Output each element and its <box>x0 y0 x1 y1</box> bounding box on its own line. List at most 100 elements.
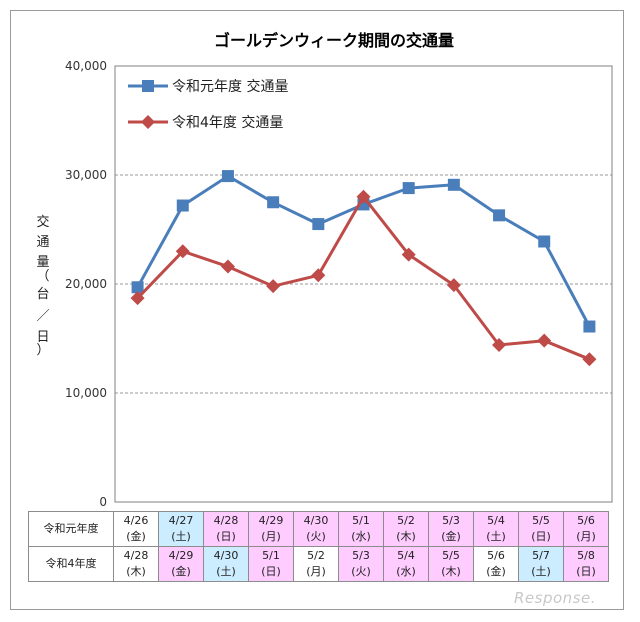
date-cell: 5/5 (木) <box>428 546 474 582</box>
date-text: 5/1 <box>352 514 370 527</box>
date-text: 5/6 <box>487 549 505 562</box>
weekday-text: (火) <box>351 565 371 578</box>
data-point <box>538 235 551 248</box>
series-line <box>136 195 590 361</box>
date-cell: 4/28 (木) <box>113 546 159 582</box>
weekday-text: (土) <box>531 565 551 578</box>
date-text: 5/1 <box>262 549 280 562</box>
date-text: 5/2 <box>307 549 325 562</box>
data-point <box>537 333 552 348</box>
series-layer <box>130 170 597 367</box>
date-cell: 4/29 (月) <box>248 511 294 547</box>
date-cell: 5/3 (火) <box>338 546 384 582</box>
date-text: 5/3 <box>442 514 460 527</box>
date-text: 4/27 <box>168 514 194 527</box>
weekday-text: (金) <box>126 530 146 543</box>
weekday-text: (土) <box>216 565 236 578</box>
y-axis-label-char: ） <box>36 343 49 358</box>
data-point <box>221 170 234 183</box>
weekday-text: (金) <box>171 565 191 578</box>
date-text: 5/5 <box>442 549 460 562</box>
weekday-text: (月) <box>306 565 326 578</box>
data-point <box>492 338 507 353</box>
y-axis-label-char: 日 <box>36 330 49 345</box>
plot-area <box>114 65 613 503</box>
weekday-text: (土) <box>171 530 191 543</box>
data-point <box>493 209 506 222</box>
date-text: 5/6 <box>577 514 595 527</box>
weekday-text: (日) <box>531 530 551 543</box>
legend-box <box>119 67 347 143</box>
date-cell: 5/4 (土) <box>473 511 519 547</box>
gridlines <box>115 174 612 394</box>
data-point <box>266 279 281 294</box>
date-cell: 5/8 (日) <box>563 546 609 582</box>
y-axis-label-char: ／ <box>36 309 49 324</box>
date-text: 4/28 <box>123 549 149 562</box>
data-point <box>176 199 189 212</box>
data-point <box>311 268 326 283</box>
watermark-logo: Response. <box>514 589 596 607</box>
date-text: 4/30 <box>303 514 329 527</box>
y-tick-label: 30,000 <box>65 168 107 182</box>
data-point <box>175 244 190 259</box>
weekday-text: (月) <box>261 530 281 543</box>
data-point <box>401 247 416 262</box>
weekday-text: (日) <box>576 565 596 578</box>
data-point <box>583 320 596 333</box>
date-cell: 4/29 (金) <box>158 546 204 582</box>
y-tick-label: 10,000 <box>65 386 107 400</box>
date-table: 令和元年度 4/26 (金) 4/27 (土) 4/28 (日) 4/29 (月) 4/30 (火)… <box>28 511 609 582</box>
date-text: 5/3 <box>352 549 370 562</box>
legend-marker <box>142 80 154 92</box>
weekday-text: (木) <box>396 530 416 543</box>
weekday-text: (金) <box>441 530 461 543</box>
y-axis-label-char: 量 <box>36 255 49 270</box>
y-axis-label-char: 交 <box>36 214 49 230</box>
date-cell: 5/5 (日) <box>518 511 564 547</box>
y-tick-label: 0 <box>99 495 107 509</box>
data-point <box>220 259 235 274</box>
y-axis-label-char: 通 <box>36 235 49 250</box>
date-cell: 5/6 (金) <box>473 546 519 582</box>
date-text: 5/4 <box>397 549 415 562</box>
data-point <box>267 196 280 209</box>
date-cell: 5/1 (日) <box>248 546 294 582</box>
data-point <box>312 218 325 231</box>
data-point <box>131 281 144 294</box>
legend-label: 令和元年度 交通量 <box>172 78 288 95</box>
date-cell: 5/2 (木) <box>383 511 429 547</box>
date-text: 4/29 <box>258 514 284 527</box>
date-cell: 5/4 (水) <box>383 546 429 582</box>
date-cell: 5/1 (水) <box>338 511 384 547</box>
chart-title: ゴールデンウィーク期間の交通量 <box>214 31 454 50</box>
row-label: 令和4年度 <box>28 546 114 582</box>
date-cell: 5/2 (月) <box>293 546 339 582</box>
date-text: 5/7 <box>532 549 550 562</box>
weekday-text: (日) <box>261 565 281 578</box>
date-cell: 4/27 (土) <box>158 511 204 547</box>
table-row: 令和4年度 4/28 (木) 4/29 (金) 4/30 (土) 5/1 (日) 5/2 (月) 5/… <box>28 546 609 582</box>
date-cell: 4/28 (日) <box>203 511 249 547</box>
weekday-text: (日) <box>216 530 236 543</box>
date-text: 5/2 <box>397 514 415 527</box>
date-text: 4/28 <box>213 514 239 527</box>
date-text: 5/5 <box>532 514 550 527</box>
date-cell: 5/6 (月) <box>563 511 609 547</box>
data-point <box>582 352 597 367</box>
weekday-text: (水) <box>351 530 371 543</box>
data-point <box>356 189 371 204</box>
weekday-text: (木) <box>126 565 146 578</box>
y-tick-label: 20,000 <box>65 277 107 291</box>
y-axis-label-char: 台 <box>36 287 49 302</box>
y-axis-ticks: 0 10,000 20,000 30,000 40,000 <box>65 59 107 509</box>
data-point <box>402 182 415 195</box>
legend-marker <box>141 115 155 129</box>
row-label: 令和元年度 <box>28 511 114 547</box>
date-cell: 4/30 (土) <box>203 546 249 582</box>
y-axis-label-char: （ <box>36 269 49 284</box>
table-row: 令和元年度 4/26 (金) 4/27 (土) 4/28 (日) 4/29 (月) 4/30 (火)… <box>28 511 609 547</box>
date-text: 4/26 <box>123 514 149 527</box>
date-cell: 5/7 (土) <box>518 546 564 582</box>
